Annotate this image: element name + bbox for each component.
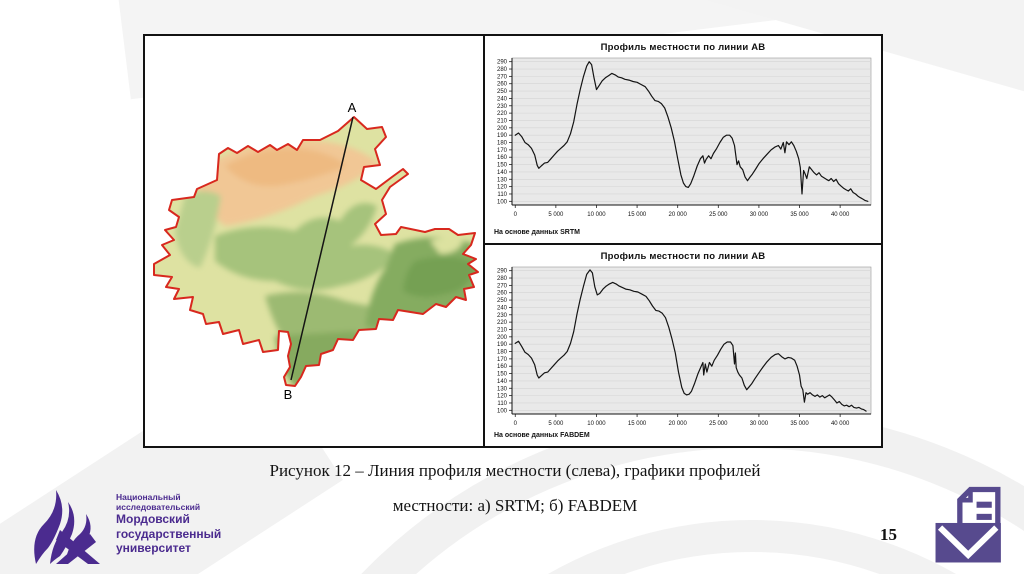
svg-text:220: 220 [497,111,508,117]
svg-text:5 000: 5 000 [548,421,564,427]
svg-text:270: 270 [497,74,508,80]
svg-text:150: 150 [497,163,508,169]
svg-text:220: 220 [497,320,508,326]
svg-text:290: 290 [497,60,508,66]
chart-source-note: На основе данных FABDEM [494,432,590,439]
svg-text:160: 160 [497,155,508,161]
svg-text:40 000: 40 000 [831,212,850,218]
region-boundary [153,116,479,387]
svg-text:15 000: 15 000 [628,421,647,427]
svg-text:35 000: 35 000 [790,421,809,427]
caption-line-2: местности: а) SRTM; б) FABDEM [392,496,638,515]
svg-text:230: 230 [497,104,508,110]
svg-text:120: 120 [497,185,508,191]
svg-text:260: 260 [497,82,508,88]
logo-text-line: государственный [116,526,222,541]
svg-text:0: 0 [514,212,518,218]
svg-text:10 000: 10 000 [587,212,606,218]
svg-text:35 000: 35 000 [790,212,809,218]
page-number: 15 [880,525,897,544]
svg-text:25 000: 25 000 [709,421,728,427]
svg-text:210: 210 [497,118,508,124]
chart-panel-fabdem: Профиль местности по линии АВ 100 110 120 1… [485,245,881,446]
svg-text:30 000: 30 000 [750,421,769,427]
svg-text:250: 250 [497,89,508,95]
svg-text:290: 290 [497,269,508,275]
svg-text:240: 240 [497,96,508,102]
profile-line-ab [290,116,354,381]
university-name: Национальный исследовательский Мордовски… [116,492,221,556]
svg-text:210: 210 [497,327,508,333]
svg-text:230: 230 [497,313,508,319]
svg-text:15 000: 15 000 [628,212,647,218]
svg-text:280: 280 [497,67,508,73]
elevation-profile-chart-srtm: 1001101201301401501601701801902002102202… [497,57,872,218]
svg-text:10 000: 10 000 [587,421,606,427]
svg-text:170: 170 [497,148,508,154]
charts-column: Профиль местности по линии АВ 100 110 120 1… [485,36,881,446]
figure-12-frame: А В Профиль местности по линии АВ 100 110… [143,34,883,448]
svg-text:170: 170 [497,357,508,363]
elevation-profile-chart-fabdem: 1001101201301401501601701801902002102202… [497,266,872,427]
svg-text:20 000: 20 000 [669,212,688,218]
chart-panel-srtm: Профиль местности по линии АВ 100 110 120 1… [485,36,881,245]
svg-text:140: 140 [497,379,508,385]
chart-title: Профиль местности по линии АВ [600,251,766,262]
svg-text:120: 120 [497,394,508,400]
svg-text:260: 260 [497,291,508,297]
svg-text:100: 100 [497,408,508,414]
svg-text:30 000: 30 000 [750,212,769,218]
svg-text:140: 140 [497,170,508,176]
logo-text-line: Мордовский [116,512,190,526]
svg-text:5 000: 5 000 [548,212,564,218]
svg-text:200: 200 [497,335,508,341]
svg-text:150: 150 [497,372,508,378]
figure-caption: Рисунок 12 – Линия профиля местности (сл… [150,461,880,516]
logo-text-line: исследовательский [116,502,201,512]
svg-text:270: 270 [497,283,508,289]
svg-text:280: 280 [497,276,508,282]
svg-text:110: 110 [497,401,507,407]
profile-point-a-label: А [348,100,357,115]
profile-point-b-label: В [284,387,293,402]
svg-text:110: 110 [497,192,507,198]
svg-text:200: 200 [497,126,508,132]
svg-text:160: 160 [497,364,508,370]
svg-text:25 000: 25 000 [709,212,728,218]
svg-text:180: 180 [497,350,508,356]
svg-text:240: 240 [497,305,508,311]
logo-text-line: университет [116,541,191,555]
svg-text:130: 130 [497,177,508,183]
chart-source-note: На основе данных SRTM [494,229,580,236]
svg-text:20 000: 20 000 [669,421,688,427]
svg-text:180: 180 [497,141,508,147]
svg-text:130: 130 [497,386,508,392]
terrain-fill [154,117,478,386]
map-panel: А В [145,36,485,446]
university-emblem-icon [34,490,100,564]
chart-title: Профиль местности по линии АВ [600,42,766,53]
university-logo: Национальный исследовательский Мордовски… [30,488,221,564]
svg-text:40 000: 40 000 [831,421,850,427]
mail-document-icon [934,486,1010,571]
svg-text:0: 0 [514,421,518,427]
logo-text-line: Национальный [116,492,181,502]
svg-text:250: 250 [497,298,508,304]
svg-text:100: 100 [497,199,508,205]
svg-text:190: 190 [497,342,508,348]
svg-text:190: 190 [497,133,508,139]
terrain-map: А В [153,100,479,402]
caption-line-1: Рисунок 12 – Линия профиля местности (сл… [269,461,761,480]
